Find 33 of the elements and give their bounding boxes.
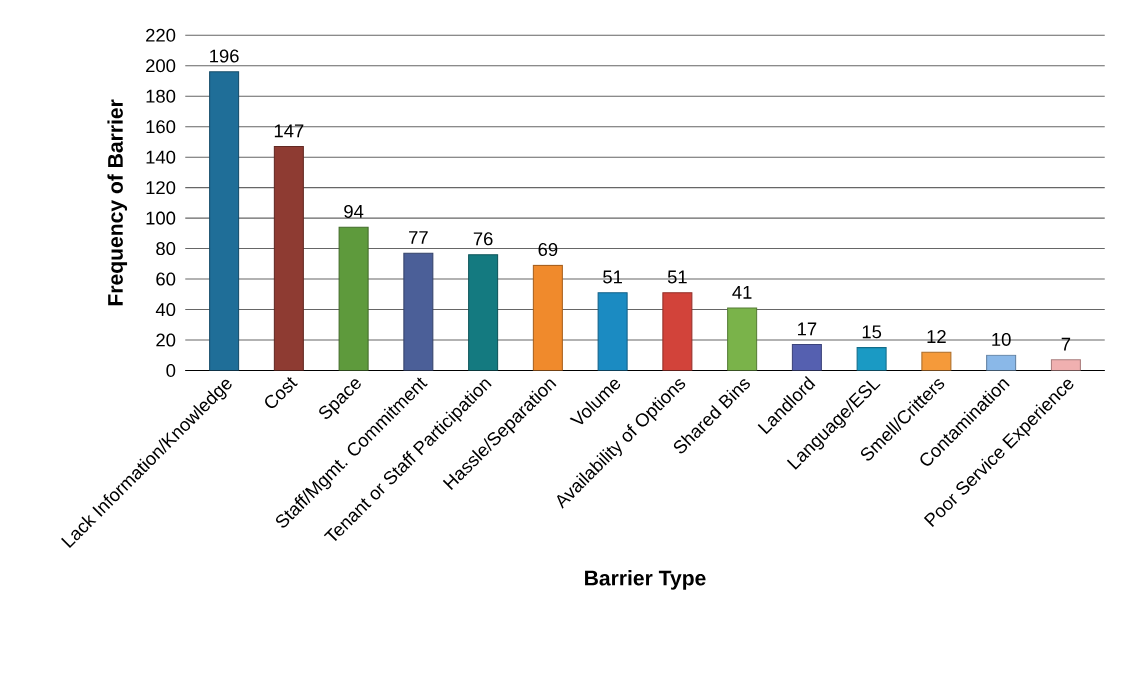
data-label: 7 [1061, 337, 1071, 351]
data-label: 12 [927, 329, 946, 343]
y-tick-label: 40 [155, 302, 176, 316]
data-label: 10 [992, 332, 1011, 346]
data-label: 51 [603, 270, 622, 284]
y-tick-label: 200 [146, 59, 176, 73]
data-label: 17 [798, 322, 817, 336]
y-tick-label: 180 [146, 89, 176, 103]
y-tick-label: 120 [146, 181, 176, 195]
data-label: 41 [732, 285, 752, 299]
y-tick-label: 20 [156, 333, 176, 347]
data-label: 94 [344, 204, 364, 218]
x-axis-title: Barrier Type [585, 569, 706, 590]
bar [532, 264, 563, 371]
data-label: 76 [473, 232, 493, 246]
bar [403, 252, 434, 371]
data-label: 77 [409, 231, 428, 244]
y-tick-label: 220 [146, 28, 176, 42]
y-tick-label: 140 [146, 150, 176, 164]
y-tick-label: 80 [156, 241, 176, 255]
y-tick-label: 100 [146, 211, 176, 225]
y-tick-label: 160 [146, 120, 176, 134]
x-tick-label: Cost [265, 377, 298, 408]
y-axis-title: Frequency of Barrier [107, 99, 128, 306]
bar [791, 343, 822, 371]
bar [273, 145, 304, 371]
y-tick-label: 0 [166, 363, 176, 377]
data-label: 147 [274, 124, 304, 138]
data-label: 15 [862, 325, 882, 339]
data-label: 196 [210, 49, 239, 63]
bar [662, 292, 693, 371]
y-tick-label: 60 [156, 272, 176, 286]
data-label: 51 [667, 270, 687, 284]
